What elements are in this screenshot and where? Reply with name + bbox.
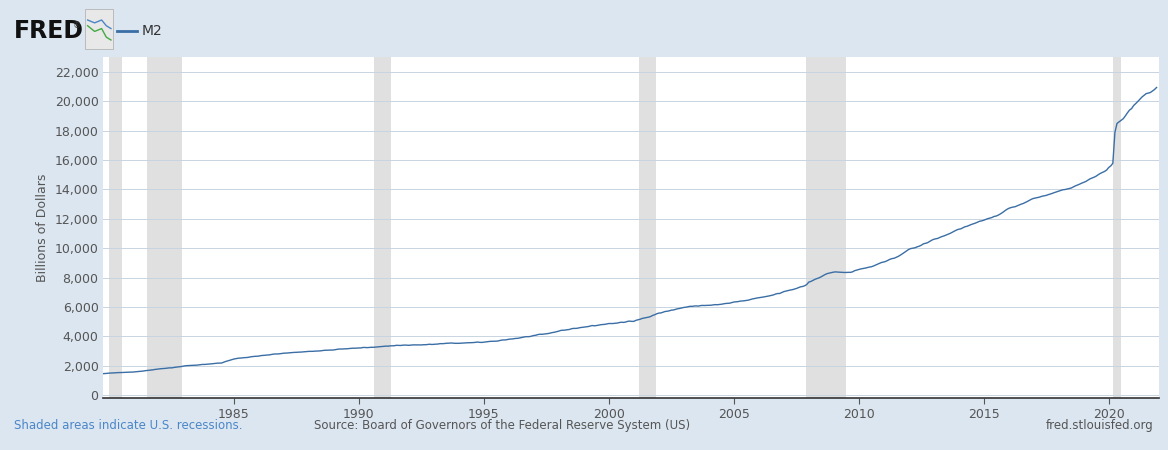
Text: ®: ® bbox=[72, 21, 81, 30]
Bar bbox=[374, 57, 391, 398]
Text: Shaded areas indicate U.S. recessions.: Shaded areas indicate U.S. recessions. bbox=[14, 419, 243, 432]
Bar bbox=[806, 57, 847, 398]
Bar bbox=[1113, 57, 1121, 398]
Bar bbox=[85, 9, 113, 49]
Bar bbox=[109, 57, 121, 398]
Text: M2: M2 bbox=[141, 24, 162, 38]
Text: FRED: FRED bbox=[14, 19, 84, 44]
Text: fred.stlouisfed.org: fred.stlouisfed.org bbox=[1047, 419, 1154, 432]
Bar bbox=[639, 57, 656, 398]
Bar bbox=[146, 57, 181, 398]
Text: Source: Board of Governors of the Federal Reserve System (US): Source: Board of Governors of the Federa… bbox=[314, 419, 690, 432]
Y-axis label: Billions of Dollars: Billions of Dollars bbox=[36, 174, 49, 282]
